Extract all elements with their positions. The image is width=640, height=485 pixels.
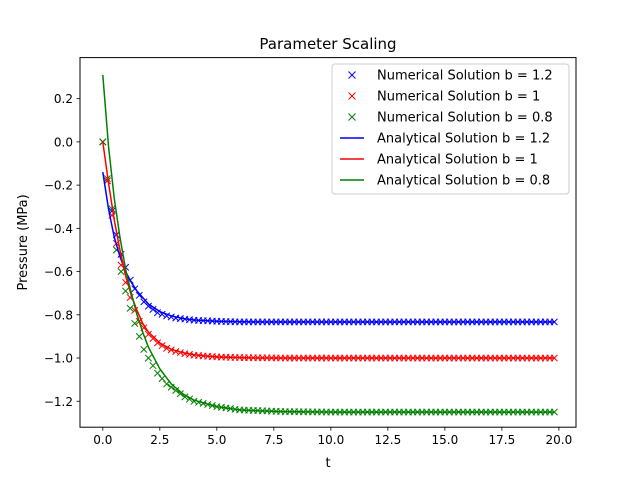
marker-stroke: [112, 246, 121, 254]
data-point-numerical-solution-b-0-8: [131, 319, 139, 328]
legend-handle: [348, 113, 356, 121]
series-line-analytical-solution-b-1-2: [102, 172, 555, 323]
legend-label: Numerical Solution b = 1: [377, 90, 540, 105]
y-tick-label: −1.2: [44, 395, 73, 409]
marker-stroke: [144, 302, 152, 310]
marker-stroke: [172, 347, 180, 356]
marker-stroke: [144, 354, 152, 362]
marker-stroke: [117, 268, 125, 276]
x-tick-label: 12.5: [375, 433, 402, 447]
marker-stroke: [144, 330, 152, 338]
marker-stroke: [153, 369, 162, 377]
data-point-numerical-solution-b-0-8: [122, 287, 130, 295]
legend-entry-numerical-solution-b-1-2: Numerical Solution b = 1.2: [348, 69, 553, 84]
data-point-numerical-solution-b-0-8: [181, 393, 189, 401]
marker-stroke: [176, 390, 184, 398]
data-point-numerical-solution-b-0-8: [117, 268, 125, 276]
legend: Numerical Solution b = 1.2 Numerical Solu…: [331, 63, 570, 195]
marker-stroke: [126, 304, 134, 312]
data-point-numerical-solution-b-1-2: [135, 291, 143, 299]
data-point-numerical-solution-b-0-8: [149, 362, 157, 370]
data-point-numerical-solution-b-1-2: [144, 302, 152, 310]
marker-stroke: [158, 310, 166, 318]
legend-label: Analytical Solution b = 0.8: [377, 174, 550, 189]
data-point-numerical-solution-b-0-8: [158, 375, 166, 383]
series-layer: [99, 74, 558, 416]
legend-entry-numerical-solution-b-0-8: Numerical Solution b = 0.8: [348, 111, 553, 126]
legend-label: Numerical Solution b = 1.2: [377, 69, 553, 84]
data-point-numerical-solution-b-1-2: [149, 305, 157, 313]
legend-entry-analytical-solution-b-1: Analytical Solution b = 1: [340, 153, 538, 168]
legend-handle: [348, 92, 356, 100]
x-tick-label: 7.5: [264, 433, 283, 447]
y-tick-label: 0.0: [54, 135, 73, 149]
x-tick-label: 17.5: [489, 433, 516, 447]
marker-stroke: [185, 395, 194, 403]
data-point-numerical-solution-b-0-8: [126, 304, 134, 312]
legend-entry-numerical-solution-b-1: Numerical Solution b = 1: [348, 90, 540, 105]
chart-title: Parameter Scaling: [259, 35, 396, 53]
marker-stroke: [131, 319, 139, 328]
marker-stroke: [122, 287, 130, 295]
y-tick-label: 0.2: [54, 92, 73, 106]
marker-stroke: [153, 339, 162, 347]
data-point-numerical-solution-b-0-8: [176, 390, 184, 398]
series-line-analytical-solution-b-1: [102, 141, 555, 359]
data-point-numerical-solution-b-0-8: [135, 332, 143, 340]
data-point-numerical-solution-b-0-8: [144, 354, 152, 362]
marker-stroke: [181, 393, 189, 401]
marker-stroke: [153, 309, 162, 317]
marker-stroke: [149, 305, 157, 313]
marker-stroke: [140, 298, 148, 306]
y-axis-ticks: 0.2 0.0 −0.2 −0.4 −0.6 −0.8 −1.0 −1.2: [44, 92, 80, 409]
marker-stroke: [190, 397, 198, 405]
marker-stroke: [140, 345, 148, 353]
marker-stroke: [158, 342, 166, 350]
marker-stroke: [158, 375, 166, 383]
x-tick-label: 15.0: [432, 433, 459, 447]
y-tick-label: −0.4: [44, 222, 73, 236]
legend-label: Analytical Solution b = 1.2: [377, 132, 550, 147]
x-tick-label: 5.0: [207, 433, 226, 447]
x-axis-ticks: 0.0 2.5 5.0 7.5 10.0 12.5 15.0 17.5 20.0: [93, 427, 572, 447]
marker-stroke: [135, 332, 143, 340]
data-point-numerical-solution-b-1: [153, 339, 162, 347]
x-tick-label: 20.0: [546, 433, 573, 447]
legend-box: [331, 63, 570, 195]
marker-stroke: [163, 344, 171, 352]
data-point-numerical-solution-b-0-8: [140, 345, 148, 353]
legend-entry-analytical-solution-b-1-2: Analytical Solution b = 1.2: [340, 132, 550, 147]
x-tick-label: 10.0: [317, 433, 344, 447]
x-tick-label: 2.5: [150, 433, 169, 447]
legend-label: Numerical Solution b = 0.8: [377, 111, 553, 126]
marker-stroke: [172, 386, 180, 395]
y-tick-label: −1.0: [44, 352, 73, 366]
marker-stroke: [163, 312, 171, 320]
y-axis-label: Pressure (MPa): [16, 194, 31, 290]
marker-stroke: [195, 398, 203, 406]
marker-stroke: [135, 291, 143, 299]
y-tick-label: −0.8: [44, 308, 73, 322]
legend-entry-analytical-solution-b-0-8: Analytical Solution b = 0.8: [340, 174, 550, 189]
legend-handle: [348, 71, 356, 79]
x-axis-label: t: [325, 456, 330, 471]
marker-stroke: [149, 335, 157, 343]
y-tick-label: −0.2: [44, 179, 73, 193]
data-point-numerical-solution-b-0-8: [153, 369, 162, 377]
x-tick-label: 0.0: [93, 433, 112, 447]
series-line-analytical-solution-b-0-8: [102, 74, 555, 413]
marker-stroke: [167, 313, 175, 321]
y-tick-label: −0.6: [44, 265, 73, 279]
data-point-numerical-solution-b-1-2: [153, 309, 162, 317]
data-point-numerical-solution-b-0-8: [172, 386, 180, 395]
marker-stroke: [149, 362, 157, 370]
plot-frame: [79, 57, 577, 428]
legend-label: Analytical Solution b = 1: [377, 153, 538, 168]
